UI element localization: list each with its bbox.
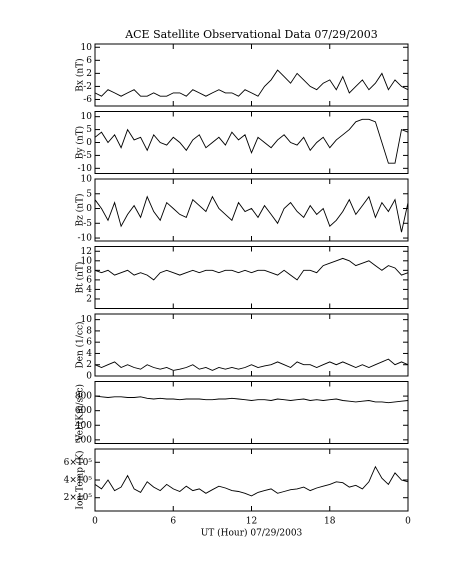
y-tick-label: -6 [83, 95, 92, 105]
x-tick-label: 0 [92, 517, 98, 527]
y-tick-label: -5 [83, 151, 92, 161]
y-tick-label: 800 [75, 392, 92, 402]
plot-frame [94, 448, 409, 512]
y-tick-label: 10 [81, 112, 93, 122]
data-line [94, 395, 409, 404]
chart-title: ACE Satellite Observational Data 07/29/2… [124, 28, 378, 41]
x-tick-label: 12 [246, 517, 257, 527]
data-line [94, 257, 409, 281]
y-tick-label: 10 [81, 256, 93, 266]
data-line [94, 358, 409, 371]
x-tick-label: 6 [170, 517, 176, 527]
y-tick-label: 10 [81, 175, 93, 185]
y-tick-label: -10 [78, 164, 93, 174]
y-tick-label: 200 [75, 435, 92, 445]
y-tick-label: 4 [86, 349, 92, 359]
y-tick-label: -2 [83, 82, 92, 92]
y-tick-label: 10 [81, 43, 93, 53]
y-axis-label: Bx (nT) [75, 58, 86, 91]
y-axis-label: Ion Temp (K) [75, 450, 86, 509]
y-axis-label: By (nT) [75, 126, 86, 159]
x-tick-label: 0 [405, 517, 411, 527]
y-tick-label: 2 [86, 294, 92, 304]
y-tick-label: 400 [75, 421, 92, 431]
y-tick-label: 2 [86, 69, 92, 79]
y-tick-label: 0 [86, 372, 92, 382]
data-line [94, 118, 409, 164]
y-tick-label: 6 [86, 275, 92, 285]
y-axis-label: Den (1/cc) [75, 321, 86, 368]
x-axis-label: UT (Hour) 07/29/2003 [201, 528, 303, 539]
y-tick-label: 5 [86, 189, 92, 199]
y-tick-label: 0 [86, 204, 92, 214]
y-tick-label: -10 [78, 234, 93, 244]
y-tick-label: 8 [86, 326, 92, 336]
y-tick-label: 0 [86, 138, 92, 148]
plot-frame [94, 43, 409, 107]
plot-frame [94, 178, 409, 242]
y-tick-label: 4×10⁵ [64, 476, 93, 486]
plot-frame [94, 381, 409, 444]
plot-frame [94, 111, 409, 174]
y-tick-label: 600 [75, 406, 92, 416]
x-tick-label: 18 [324, 517, 336, 527]
y-tick-label: 10 [81, 315, 93, 325]
data-line [94, 69, 409, 97]
y-axis-label: Bt (nT) [75, 262, 86, 294]
y-tick-label: 8 [86, 266, 92, 276]
data-line [94, 465, 409, 497]
y-tick-label: -5 [83, 219, 92, 229]
y-axis-label: Vel (Km/sec) [75, 384, 86, 442]
data-line [94, 195, 409, 233]
y-tick-label: 2 [86, 360, 92, 370]
y-tick-label: 4 [86, 285, 92, 295]
y-tick-label: 5 [86, 125, 92, 135]
y-tick-label: 6 [86, 56, 92, 66]
y-tick-label: 12 [81, 247, 92, 257]
plot-frame [94, 313, 409, 377]
y-axis-label: Bz (nT) [75, 193, 86, 226]
y-tick-label: 2×10⁵ [64, 493, 93, 503]
y-tick-label: 6×10⁵ [64, 458, 93, 468]
plot-frame [94, 246, 409, 309]
y-tick-label: 6 [86, 338, 92, 348]
